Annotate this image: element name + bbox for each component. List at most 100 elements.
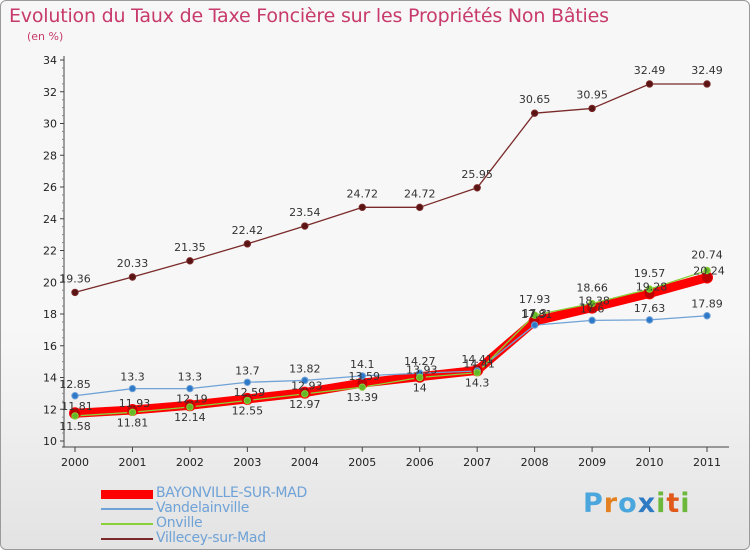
data-label: 32.49 — [634, 64, 666, 77]
y-tick-label: 18 — [43, 308, 57, 321]
legend-label: BAYONVILLE-SUR-MAD — [156, 485, 307, 501]
data-label: 21.35 — [174, 241, 206, 254]
data-label: 11.81 — [61, 400, 93, 413]
data-label: 12.97 — [289, 398, 321, 411]
data-point — [588, 316, 596, 325]
data-point — [243, 396, 252, 405]
data-point — [588, 104, 596, 113]
data-label: 30.95 — [576, 88, 608, 101]
data-label: 20.33 — [117, 257, 149, 270]
data-label: 17.3 — [522, 307, 547, 320]
x-tick-label: 2007 — [463, 456, 491, 469]
data-label: 23.54 — [289, 206, 321, 219]
data-label: 12.55 — [232, 405, 264, 418]
legend-label: Onville — [156, 515, 203, 531]
y-tick-label: 12 — [43, 403, 57, 416]
x-tick-label: 2006 — [406, 456, 434, 469]
data-label: 13.3 — [178, 371, 203, 384]
data-point — [186, 384, 194, 393]
data-label: 11.58 — [59, 420, 91, 433]
logo-letter: x — [637, 488, 657, 519]
series-line-0 — [70, 272, 712, 418]
data-label: 19.57 — [634, 267, 666, 280]
data-point — [473, 184, 481, 192]
data-point — [530, 311, 539, 319]
y-tick-label: 14 — [43, 372, 57, 385]
data-point — [703, 80, 711, 88]
data-label: 12.85 — [59, 378, 91, 391]
logo-letter: t — [666, 488, 681, 519]
logo-letter: i — [680, 488, 691, 519]
y-tick-label: 30 — [43, 118, 57, 131]
chart-title: Evolution du Taux de Taxe Foncière sur l… — [9, 5, 609, 27]
data-label: 14.41 — [461, 353, 493, 366]
legend-label: Vandelainville — [156, 500, 250, 516]
y-tick-label: 20 — [43, 276, 57, 289]
data-label: 24.72 — [347, 187, 379, 200]
logo-letter: i — [656, 488, 667, 519]
x-tick-label: 2002 — [176, 456, 204, 469]
data-label: 14 — [413, 382, 427, 395]
logo-letter: P — [583, 488, 604, 519]
x-tick-label: 2009 — [578, 456, 606, 469]
legend-swatch — [101, 508, 153, 510]
x-tick-label: 2011 — [693, 456, 721, 469]
y-tick-label: 24 — [43, 213, 57, 226]
data-label: 14.1 — [350, 358, 375, 371]
y-tick-label: 16 — [43, 340, 57, 353]
data-point — [128, 384, 137, 393]
legend-swatch — [101, 523, 153, 525]
y-tick-label: 28 — [43, 149, 57, 162]
data-point — [358, 203, 366, 212]
data-point — [416, 373, 424, 382]
data-label: 18.66 — [576, 282, 608, 295]
data-label: 30.65 — [519, 93, 551, 106]
data-label: 13.3 — [120, 371, 145, 384]
data-label: 11.81 — [117, 416, 149, 429]
x-tick-label: 2008 — [521, 456, 549, 469]
data-point — [530, 321, 539, 329]
x-tick-label: 2000 — [61, 456, 89, 469]
data-label: 17.6 — [580, 302, 605, 315]
data-label: 17.63 — [634, 302, 666, 315]
data-point — [301, 390, 309, 398]
data-point — [186, 403, 194, 411]
data-label: 19.36 — [59, 272, 91, 285]
data-point — [71, 392, 79, 400]
data-point — [358, 383, 366, 391]
unit-label: (en %) — [27, 30, 64, 43]
data-label: 12.59 — [234, 386, 266, 399]
logo-letter: o — [618, 488, 638, 519]
data-point — [416, 203, 424, 212]
logo-letter: r — [603, 488, 619, 519]
x-tick-label: 2004 — [291, 456, 319, 469]
data-label: 14.3 — [465, 377, 490, 390]
data-label: 13.59 — [349, 370, 381, 383]
data-point — [645, 316, 654, 324]
x-tick-label: 2005 — [348, 456, 376, 469]
data-point — [645, 285, 654, 293]
data-point — [301, 376, 309, 385]
y-tick-label: 10 — [43, 435, 57, 448]
proxiti-logo: Proxiti — [583, 488, 691, 519]
data-point — [703, 266, 711, 275]
legend-label: Villecey-sur-Mad — [156, 530, 266, 546]
data-label: 11.93 — [119, 397, 151, 410]
x-tick-label: 2010 — [636, 456, 664, 469]
y-tick-label: 34 — [43, 54, 57, 67]
legend-swatch — [101, 538, 153, 540]
data-label: 20.24 — [693, 264, 725, 277]
data-label: 25.95 — [461, 168, 493, 181]
data-label: 19.28 — [636, 280, 668, 293]
series-line-2 — [74, 269, 708, 417]
data-label: 13.93 — [406, 364, 438, 377]
data-point — [71, 288, 79, 297]
data-point — [530, 109, 539, 117]
data-label: 13.7 — [235, 364, 260, 377]
data-point — [358, 372, 366, 380]
data-point — [128, 273, 137, 281]
data-label: 17.81 — [521, 308, 553, 321]
data-label: 13.39 — [347, 391, 379, 404]
